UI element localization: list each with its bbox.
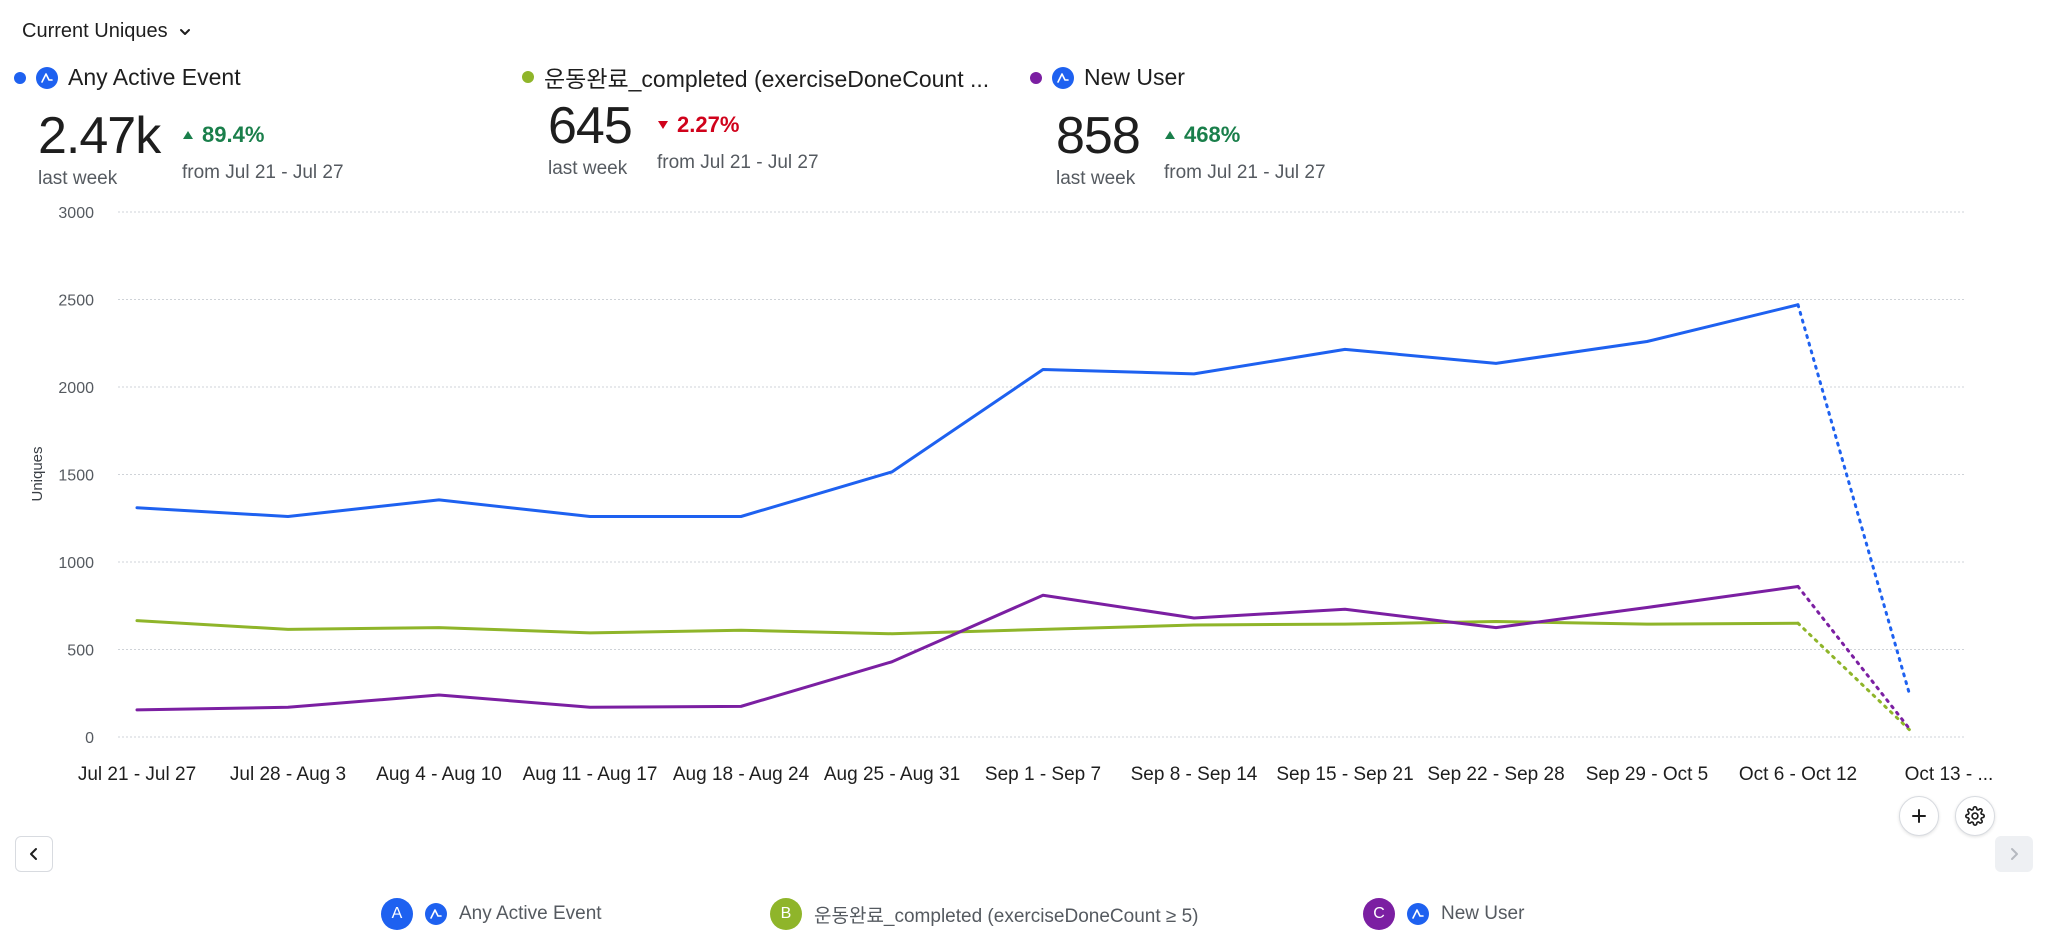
x-tick-label: Sep 29 - Oct 5	[1586, 764, 1709, 785]
series-line-2	[135, 619, 1800, 636]
amplitude-icon	[1407, 903, 1429, 925]
x-tick-label: Jul 21 - Jul 27	[78, 764, 196, 785]
x-tick-label: Jul 28 - Aug 3	[230, 764, 346, 785]
summary-values-new-user: 858 last week	[1056, 107, 1141, 190]
summary-change-new-user: 468% from Jul 21 - Jul 27	[1164, 122, 1326, 184]
legend-item-c[interactable]: C New User	[1363, 898, 1524, 930]
summary-period: last week	[38, 168, 118, 189]
summary-compare: from Jul 21 - Jul 27	[182, 162, 344, 183]
series-color-dot	[522, 71, 534, 83]
y-tick-label: 3000	[58, 205, 94, 222]
line-chart[interactable]: 0 500 1000 1500 2000 2500 3000 Uniques Jul 21 - …	[0, 0, 2048, 800]
amplitude-icon	[36, 66, 58, 89]
summary-change-any-active-event: 89.4% from Jul 21 - Jul 27	[182, 122, 344, 184]
y-tick-label: 2500	[58, 293, 94, 310]
summary-series-name[interactable]: Any Active Event	[68, 64, 241, 90]
x-tick-label: Oct 6 - Oct 12	[1739, 764, 1857, 785]
summary-value: 645	[548, 97, 633, 155]
y-tick-label: 500	[67, 643, 94, 660]
series-color-dot	[1030, 71, 1042, 84]
summary-change-value: 468%	[1184, 122, 1241, 147]
series-line-1	[135, 303, 1800, 518]
legend-badge: B	[770, 898, 802, 930]
chart-settings-button[interactable]	[1955, 796, 1995, 836]
triangle-up-icon	[1165, 131, 1175, 139]
legend-badge: A	[381, 898, 413, 930]
summary-period: last week	[1056, 168, 1136, 189]
summary-compare: from Jul 21 - Jul 27	[657, 152, 819, 173]
x-tick-label: Aug 4 - Aug 10	[376, 764, 502, 785]
summary-change-value: 89.4%	[202, 122, 265, 147]
x-tick-label: Aug 18 - Aug 24	[673, 764, 810, 785]
chevron-left-icon	[30, 848, 37, 860]
summary-change-value: 2.27%	[677, 112, 740, 137]
chevron-down-icon	[179, 28, 190, 35]
y-tick-label: 1000	[58, 555, 94, 572]
triangle-up-icon	[183, 131, 193, 139]
summary-card-new-user: New User	[1030, 64, 1185, 91]
next-page-button[interactable]	[1995, 836, 2033, 872]
y-tick-label: 2000	[58, 380, 94, 397]
legend-label: 운동완료_completed (exerciseDoneCount ≥ 5)	[814, 905, 1199, 927]
amplitude-icon	[425, 903, 447, 925]
summary-value: 2.47k	[38, 107, 161, 165]
summary-period: last week	[548, 158, 628, 179]
series-line-3	[135, 585, 1800, 712]
legend-label: New User	[1441, 903, 1525, 924]
summary-change-exercise-completed: 2.27% from Jul 21 - Jul 27	[657, 112, 819, 174]
x-tick-label: Aug 25 - Aug 31	[824, 764, 960, 785]
summary-card-any-active-event: Any Active Event	[14, 64, 241, 91]
add-button[interactable]	[1899, 796, 1939, 836]
legend-label: Any Active Event	[459, 903, 602, 924]
series-incomplete-line-3	[1796, 585, 1912, 731]
x-tick-label: Sep 22 - Sep 28	[1427, 764, 1564, 785]
summary-values-exercise-completed: 645 last week	[548, 97, 633, 180]
x-tick-label: Sep 8 - Sep 14	[1131, 764, 1258, 785]
summary-card-exercise-completed: 운동완료_completed (exerciseDoneCount ...	[522, 60, 989, 94]
summary-compare: from Jul 21 - Jul 27	[1164, 162, 1326, 183]
summary-series-name[interactable]: 운동완료_completed (exerciseDoneCount ...	[544, 66, 990, 92]
summary-value: 858	[1056, 107, 1141, 165]
summary-series-name[interactable]: New User	[1084, 64, 1185, 90]
plus-icon	[1912, 809, 1926, 823]
y-tick-label: 0	[85, 730, 94, 747]
previous-page-button[interactable]	[15, 836, 53, 872]
metric-selector-dropdown[interactable]: Current Uniques	[22, 20, 192, 43]
metric-selector-label: Current Uniques	[22, 20, 168, 42]
x-tick-label: Aug 11 - Aug 17	[523, 764, 658, 785]
y-axis-label: Uniques	[29, 446, 46, 501]
legend-item-a[interactable]: A Any Active Event	[381, 898, 602, 930]
x-tick-label: Sep 15 - Sep 21	[1276, 764, 1413, 785]
series-incomplete-line-1	[1796, 303, 1912, 697]
legend-item-b[interactable]: B 운동완료_completed (exerciseDoneCount ≥ 5)	[770, 898, 1199, 930]
x-tick-label: Sep 1 - Sep 7	[985, 764, 1101, 785]
legend-badge: C	[1363, 898, 1395, 930]
triangle-down-icon	[658, 121, 668, 129]
series-color-dot	[14, 71, 26, 84]
y-tick-label: 1500	[58, 468, 94, 485]
amplitude-icon	[1052, 66, 1074, 89]
x-tick-label: Oct 13 - ...	[1905, 764, 1994, 785]
chevron-right-icon	[2011, 848, 2018, 860]
gear-icon	[1965, 806, 1985, 826]
summary-values-any-active-event: 2.47k last week	[38, 107, 161, 190]
series-incomplete-line-2	[1796, 621, 1912, 732]
